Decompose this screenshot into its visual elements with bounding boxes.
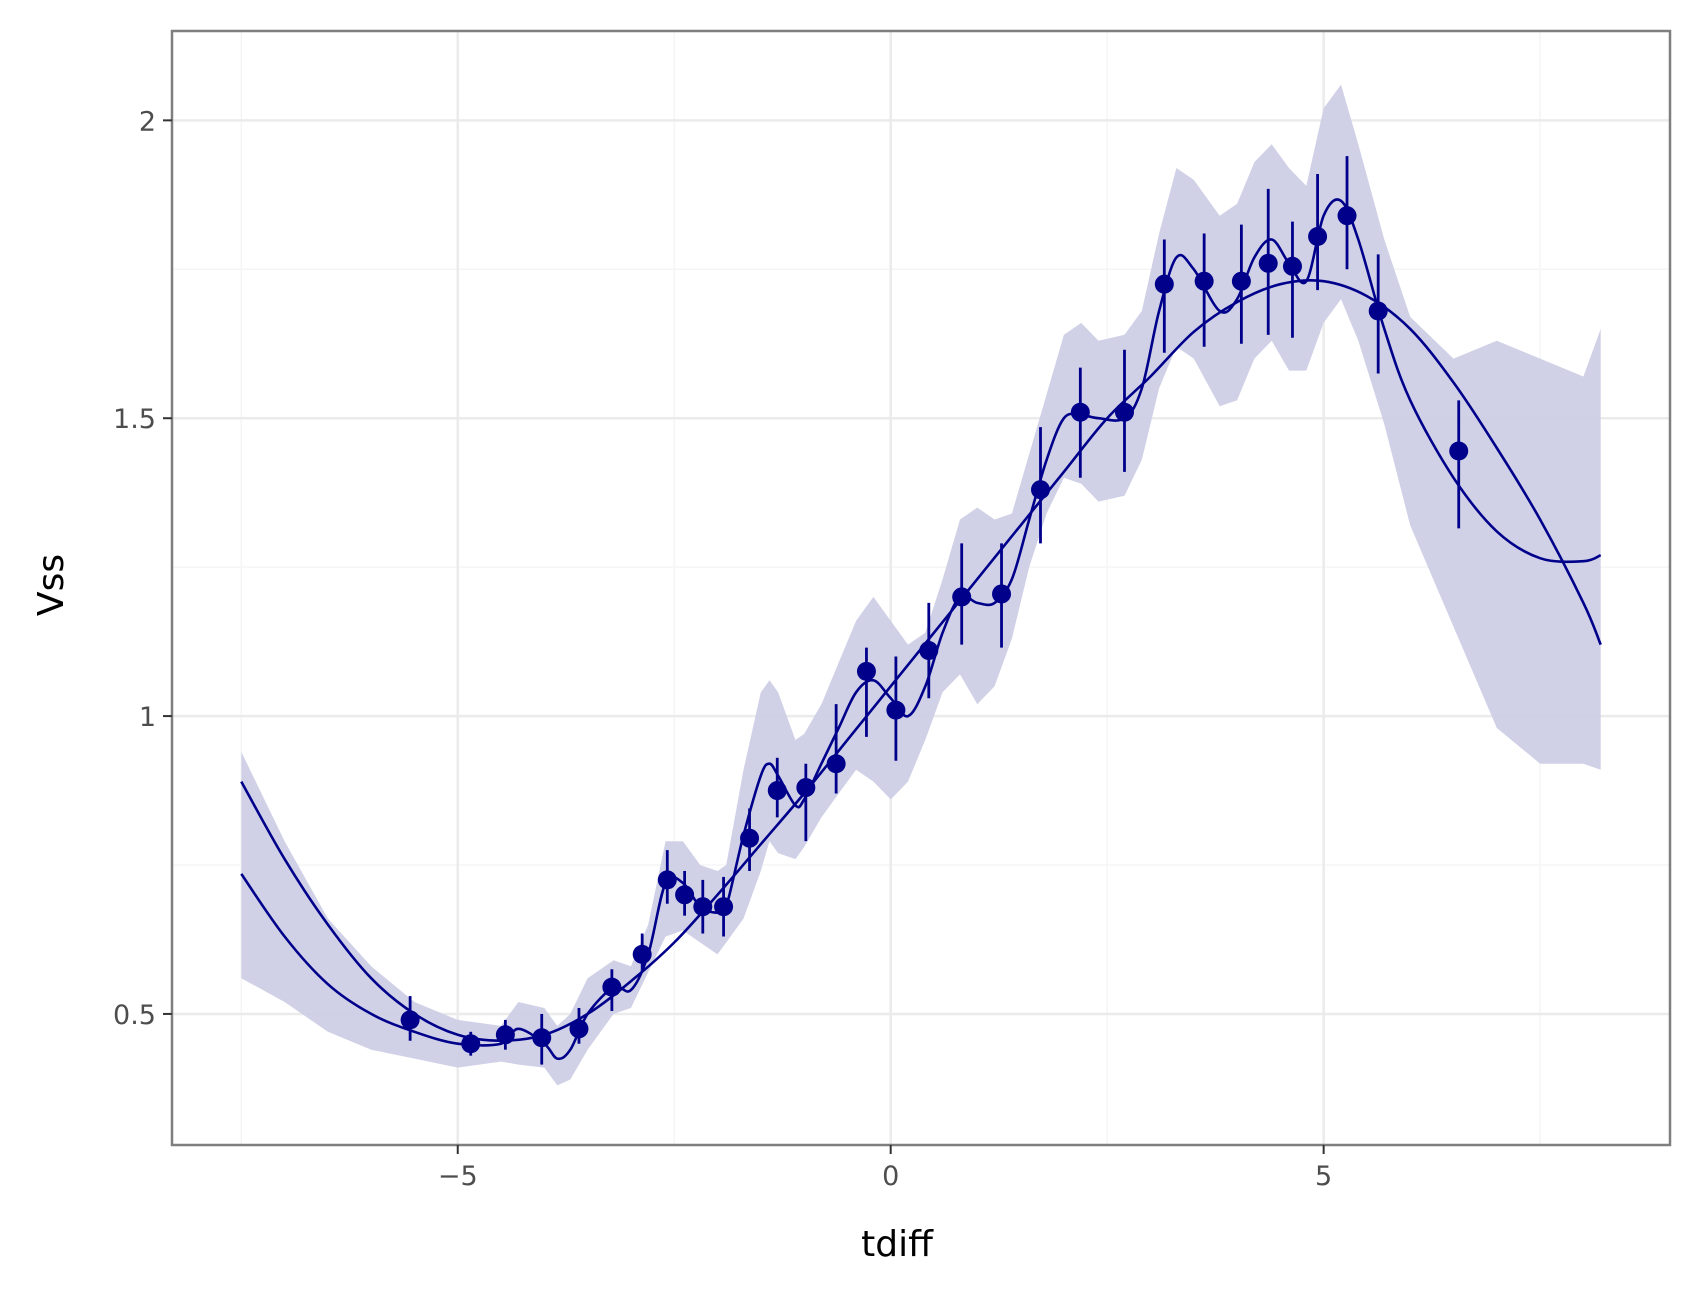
x-tick-label: 0 <box>882 1161 899 1192</box>
data-point <box>856 661 876 681</box>
data-point <box>740 828 760 848</box>
data-point <box>826 754 846 774</box>
data-point <box>767 781 787 801</box>
data-point <box>1114 402 1134 422</box>
data-point <box>657 870 677 890</box>
data-point <box>1030 480 1050 500</box>
data-point <box>1154 274 1174 294</box>
data-point <box>1337 206 1357 226</box>
panel-border <box>170 29 1672 1147</box>
data-point <box>400 1010 420 1030</box>
confidence-band-layer <box>241 84 1601 1086</box>
data-point <box>461 1034 481 1054</box>
confidence-band <box>241 84 1601 1086</box>
data-point <box>602 977 622 997</box>
y-tick-label: 2 <box>139 106 156 137</box>
data-point <box>675 885 695 905</box>
x-tick-labels: −5 0 5 <box>438 1161 1332 1192</box>
data-point <box>1258 253 1278 273</box>
x-tick-label: −5 <box>438 1161 478 1192</box>
y-tick-label: 0.5 <box>113 1000 156 1031</box>
data-point <box>1308 227 1328 247</box>
data-point <box>886 700 906 720</box>
y-tick-labels: 0.5 1 1.5 2 <box>113 106 156 1031</box>
data-point <box>569 1019 589 1039</box>
data-point <box>693 897 713 917</box>
data-point <box>952 587 972 607</box>
data-point <box>992 584 1012 604</box>
y-tick-label: 1 <box>139 702 156 733</box>
data-point <box>1282 256 1302 276</box>
points-layer <box>400 206 1469 1054</box>
data-point <box>796 778 816 798</box>
data-point <box>714 897 734 917</box>
x-tick-label: 5 <box>1315 1161 1332 1192</box>
data-point <box>1368 301 1388 321</box>
data-point <box>1231 271 1251 291</box>
data-point <box>632 944 652 964</box>
data-point <box>1194 271 1214 291</box>
data-point <box>919 641 939 661</box>
y-axis-title: Vss <box>31 554 72 616</box>
plot-panel <box>172 31 1670 1145</box>
data-point <box>532 1028 552 1048</box>
y-tick-label: 1.5 <box>113 404 156 435</box>
x-axis-title: tdiff <box>861 1224 934 1265</box>
axis-ticks <box>163 119 1325 1154</box>
data-point <box>1070 402 1090 422</box>
data-point <box>1449 441 1469 461</box>
data-point <box>495 1025 515 1045</box>
minor-grid <box>172 31 1670 1145</box>
